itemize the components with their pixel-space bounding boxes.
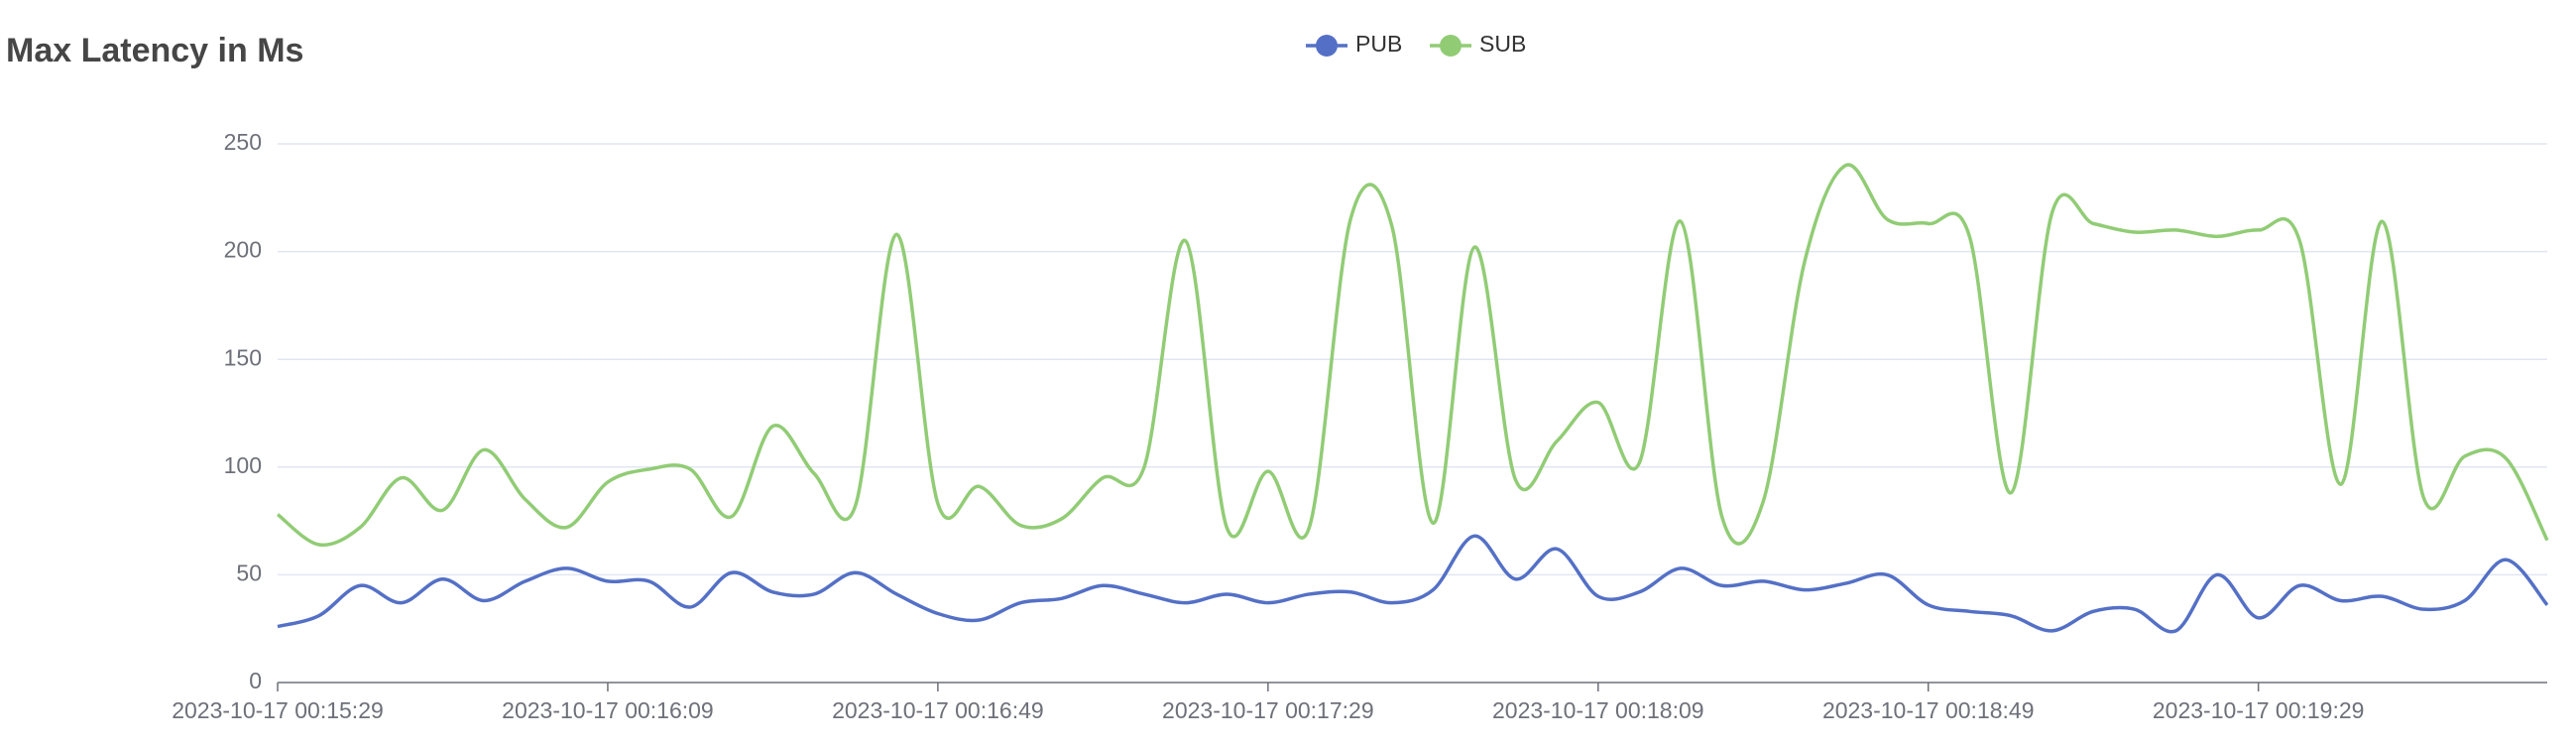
- series-line: [276, 163, 2549, 548]
- x-tick-label: 2023-10-17 00:17:29: [1162, 697, 1374, 723]
- x-tick-label: 2023-10-17 00:15:29: [172, 697, 384, 723]
- chart-title: Max Latency in Ms: [6, 32, 303, 69]
- legend-symbol: [1440, 35, 1462, 57]
- legend-symbol: [1316, 35, 1338, 57]
- y-tick-label: 150: [224, 344, 262, 370]
- y-tick-label: 50: [236, 560, 262, 585]
- legend-text: SUB: [1479, 31, 1526, 57]
- x-tick-label: 2023-10-17 00:16:09: [502, 697, 714, 723]
- y-tick-label: 250: [224, 129, 262, 155]
- x-tick-label: 2023-10-17 00:18:09: [1492, 697, 1704, 723]
- x-tick-label: 2023-10-17 00:18:49: [1822, 697, 2035, 723]
- y-tick-label: 0: [249, 668, 262, 693]
- x-tick-label: 2023-10-17 00:19:29: [2153, 697, 2365, 723]
- y-tick-label: 100: [224, 452, 262, 478]
- y-tick-label: 200: [224, 237, 262, 263]
- x-tick-label: 2023-10-17 00:16:49: [832, 697, 1044, 723]
- legend-text: PUB: [1355, 31, 1402, 57]
- series-line: [277, 534, 2549, 634]
